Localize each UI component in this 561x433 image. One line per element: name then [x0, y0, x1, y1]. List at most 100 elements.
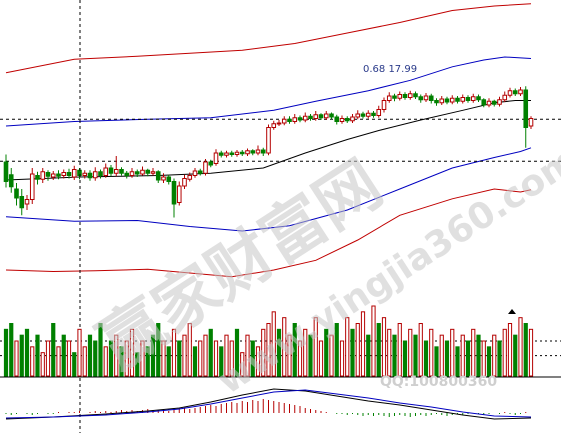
candle	[250, 149, 256, 156]
candle	[339, 115, 345, 124]
watermark-qq: QQ:100800360	[380, 374, 497, 390]
candle	[203, 159, 208, 176]
candle	[19, 189, 25, 216]
volume-bar	[308, 334, 313, 377]
candle-body	[402, 94, 408, 98]
volume-bar	[77, 328, 82, 377]
volume-bar	[145, 346, 150, 377]
candle-body	[29, 173, 35, 200]
candle-body	[302, 115, 308, 121]
candle-body	[371, 112, 376, 116]
volume-bar	[177, 340, 182, 377]
candle-body	[465, 97, 471, 101]
band-red_lower	[5, 188, 532, 278]
volume-bar	[324, 328, 329, 377]
candle	[313, 111, 319, 121]
candle	[187, 172, 193, 182]
volume-bar	[255, 346, 261, 377]
macd-panel	[5, 388, 532, 420]
volume-bar	[166, 346, 171, 377]
volume-bar	[471, 328, 476, 377]
volume-bar	[98, 323, 103, 377]
candle-body	[3, 161, 9, 182]
volume-bar	[507, 323, 513, 377]
volume-bar	[339, 340, 345, 377]
volume-bar	[192, 346, 198, 377]
candle	[297, 115, 303, 123]
volume-bar	[518, 317, 523, 377]
volume-bar	[161, 340, 166, 377]
volume-bar	[35, 334, 40, 377]
volume-bar	[408, 328, 413, 377]
volume-bar	[318, 340, 324, 377]
candle-body	[528, 118, 534, 127]
candle-body	[176, 185, 182, 203]
candle	[155, 170, 161, 183]
candle-body	[40, 171, 46, 180]
candle	[428, 93, 434, 104]
candle-body	[255, 149, 261, 154]
volume-bar	[392, 334, 397, 377]
candle-body	[56, 173, 61, 177]
candle	[24, 195, 30, 210]
candle-body	[239, 151, 245, 155]
candle	[61, 169, 67, 179]
candle	[71, 165, 77, 180]
volume-bar	[460, 334, 465, 377]
volume-bar	[481, 340, 486, 377]
candle	[302, 112, 308, 123]
volume-bar	[345, 317, 350, 377]
candle	[465, 95, 471, 103]
candle-body	[334, 116, 340, 122]
candle-body	[66, 172, 72, 176]
candle	[271, 120, 277, 130]
volume-bar	[9, 323, 14, 377]
volume-bar	[439, 334, 444, 377]
candle-body	[507, 90, 513, 96]
volume-bar	[229, 340, 234, 377]
candle-body	[386, 95, 392, 101]
volume-bar	[72, 352, 77, 377]
candle	[434, 98, 439, 106]
candlesticks[interactable]	[3, 86, 534, 218]
candle	[129, 168, 135, 178]
volume-bar	[360, 311, 366, 377]
candle	[56, 170, 61, 180]
volume-bar	[103, 346, 108, 377]
candle-body	[50, 173, 56, 178]
volume-bar	[45, 340, 51, 377]
candle	[376, 105, 382, 118]
candle-body	[381, 100, 387, 110]
volume-bar	[434, 346, 439, 377]
volume-bar	[19, 334, 24, 377]
candle	[397, 91, 403, 101]
candle	[470, 93, 476, 103]
candle-body	[486, 100, 492, 106]
candle	[134, 169, 140, 177]
volume-bar	[187, 323, 192, 377]
candle-body	[439, 98, 445, 104]
volume-bar	[486, 346, 492, 377]
candle-body	[481, 99, 487, 106]
candle	[119, 167, 124, 176]
candle-body	[497, 99, 502, 105]
candle-body	[344, 118, 350, 122]
candle	[40, 168, 46, 183]
candle	[35, 171, 40, 185]
candle-body	[45, 172, 51, 177]
candle-body	[119, 169, 124, 174]
volume-bar	[497, 340, 502, 377]
candle	[344, 116, 350, 123]
candle	[486, 98, 492, 108]
band-red_upper	[5, 3, 532, 74]
volume-bar	[129, 328, 135, 377]
volume-bar	[381, 317, 387, 377]
candle	[161, 173, 166, 183]
volume-bar	[413, 334, 418, 377]
candle-body	[360, 113, 366, 117]
volume-bar	[334, 323, 339, 377]
candle	[292, 114, 298, 124]
candle-body	[234, 151, 240, 155]
candle	[528, 116, 534, 129]
